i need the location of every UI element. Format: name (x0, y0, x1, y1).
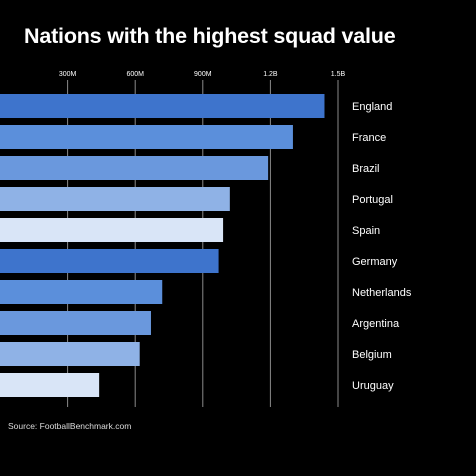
x-tick-label: 600M (126, 71, 144, 78)
bar-netherlands (0, 280, 163, 304)
bar-uruguay (0, 373, 100, 397)
bar-germany (0, 249, 219, 273)
bar-spain (0, 218, 224, 242)
x-tick-label: 900M (194, 71, 212, 78)
x-tick-label: 1.5B (331, 71, 346, 78)
category-label-france: France (352, 132, 386, 144)
bar-brazil (0, 156, 269, 180)
bar-england (0, 94, 325, 118)
bar-argentina (0, 311, 151, 335)
bar-portugal (0, 187, 230, 211)
bars (0, 94, 325, 397)
x-tick-label: 300M (59, 71, 77, 78)
bar-france (0, 125, 293, 149)
category-label-belgium: Belgium (352, 349, 392, 361)
category-label-netherlands: Netherlands (352, 287, 412, 299)
category-label-england: England (352, 101, 392, 113)
category-label-brazil: Brazil (352, 163, 380, 175)
category-label-portugal: Portugal (352, 194, 393, 206)
category-label-germany: Germany (352, 256, 398, 268)
bar-belgium (0, 342, 140, 366)
chart-title: Nations with the highest squad value (24, 24, 396, 48)
category-label-argentina: Argentina (352, 318, 400, 330)
category-labels: England France Brazil Portugal Spain Germany N… (352, 101, 412, 392)
x-tick-labels: 300M 600M 900M 1.2B 1.5B (59, 71, 346, 78)
x-tick-label: 1.2B (263, 71, 278, 78)
category-label-uruguay: Uruguay (352, 380, 394, 392)
category-label-spain: Spain (352, 225, 380, 237)
source-note: Source: FootballBenchmark.com (8, 421, 132, 431)
